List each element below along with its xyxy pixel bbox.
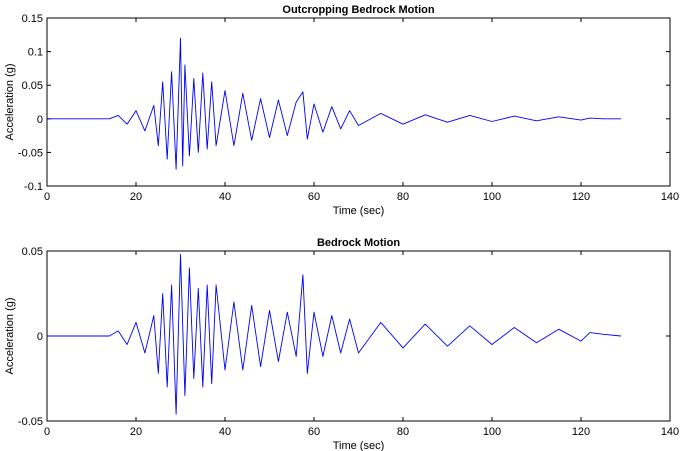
series-line [47,37,621,170]
bedrock-motion-chart: Bedrock Motion Time (sec) Acceleration (… [4,237,679,451]
plot-frame [46,17,671,187]
x-tick-label: 60 [308,426,320,438]
x-axis-label: Time (sec) [333,205,385,217]
x-tick-label: 0 [44,426,50,438]
y-tick-label: 0.1 [28,47,43,59]
x-tick-label: 100 [483,426,501,438]
y-tick-label: -0.05 [18,416,43,428]
x-tick-label: 140 [661,426,679,438]
x-tick-label: 40 [219,191,231,203]
x-tick-label: 100 [483,191,501,203]
y-tick-label: -0.1 [24,181,43,193]
y-tick-label: 0.15 [22,13,43,25]
y-tick-label: 0.05 [22,80,43,92]
y-tick-label: 0 [37,114,43,126]
x-axis-label: Time (sec) [333,440,385,451]
y-tick-label: 0.05 [22,246,43,258]
chart-title: Outcropping Bedrock Motion [282,4,434,16]
x-tick-label: 80 [397,426,409,438]
x-tick-label: 80 [397,191,409,203]
x-tick-label: 140 [661,191,679,203]
x-tick-label: 20 [130,191,142,203]
y-tick-label: 0 [37,331,43,343]
x-tick-label: 0 [44,191,50,203]
series-line [47,253,622,415]
x-tick-label: 60 [308,191,320,203]
outcropping-bedrock-motion-chart: Outcropping Bedrock Motion Time (sec) Ac… [4,4,679,217]
x-tick-label: 120 [572,191,590,203]
chart-title: Bedrock Motion [317,237,400,249]
x-tick-label: 120 [572,426,590,438]
x-tick-label: 20 [130,426,142,438]
x-tick-label: 40 [219,426,231,438]
y-axis-label: Acceleration (g) [4,63,16,140]
plot-frame [46,250,671,422]
y-axis-label: Acceleration (g) [4,297,16,374]
y-tick-label: -0.05 [18,147,43,159]
